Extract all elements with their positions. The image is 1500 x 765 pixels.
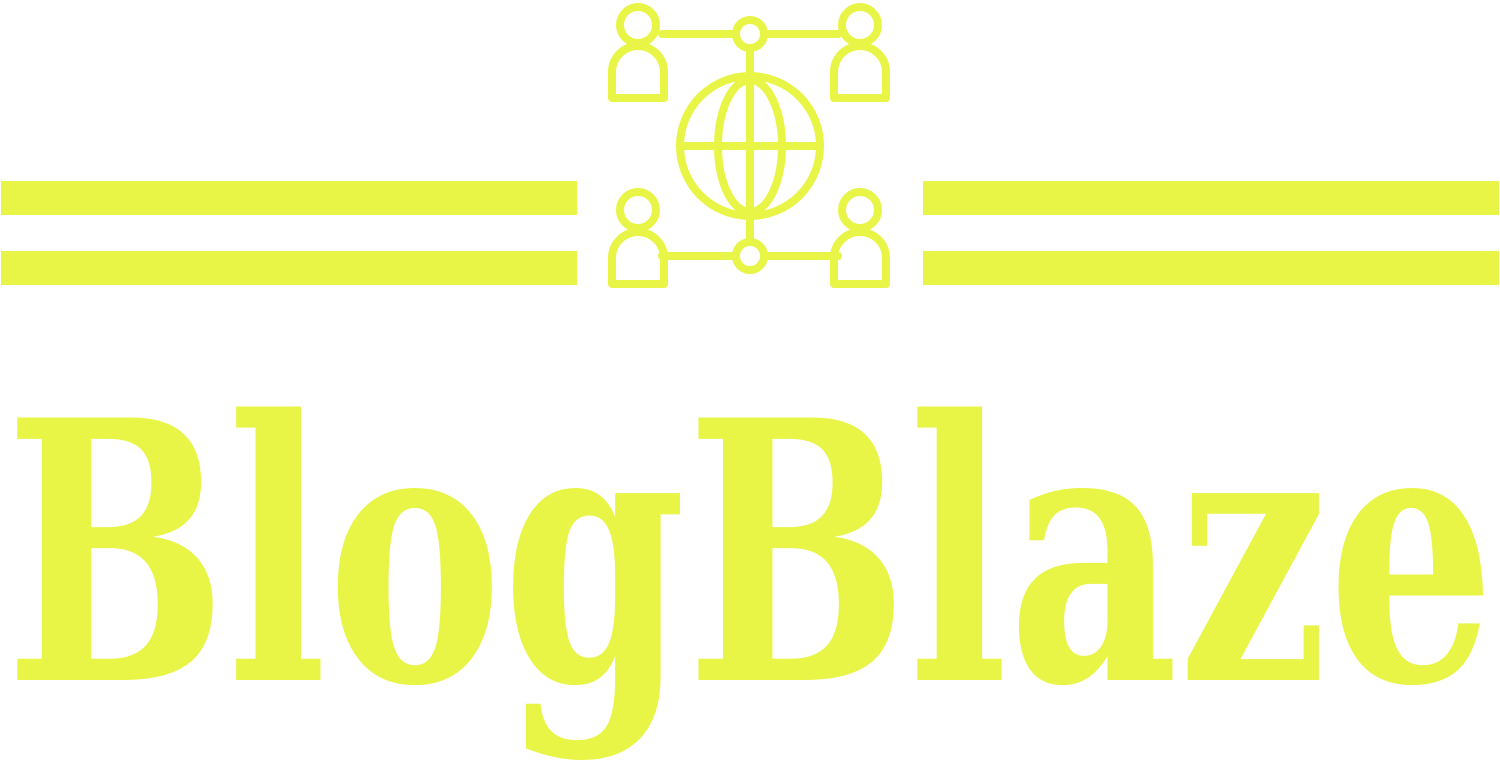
decorative-bar-left-bottom	[1, 251, 577, 285]
decorative-bar-right-bottom	[923, 251, 1499, 285]
brand-wordmark: BlogBlaze	[5, 360, 1495, 765]
decorative-bar-right-top	[923, 181, 1499, 215]
globe-network-people-icon	[608, 3, 890, 288]
decorative-bar-left-top	[1, 181, 577, 215]
brand-name: BlogBlaze	[5, 360, 1495, 765]
